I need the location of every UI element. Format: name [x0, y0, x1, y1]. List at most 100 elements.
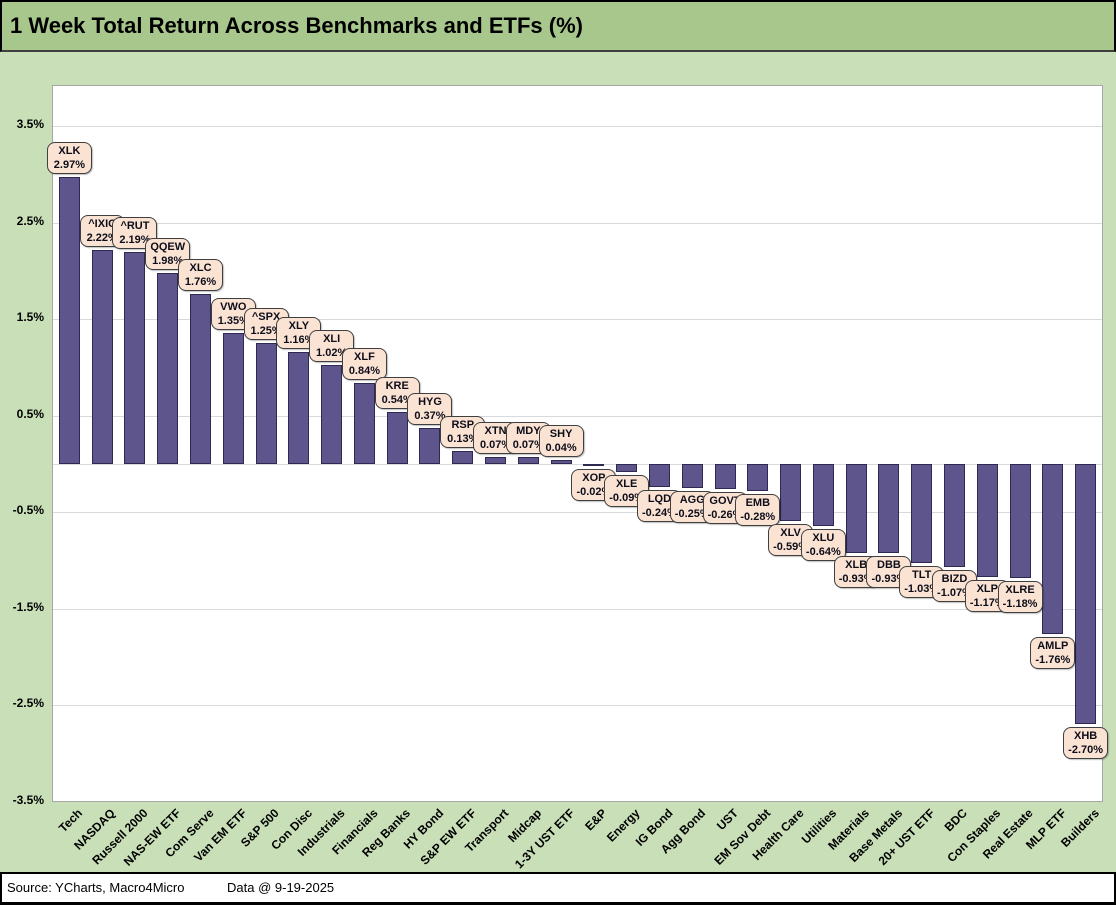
data-label-value: -0.64%: [805, 545, 841, 558]
bar: [1009, 463, 1031, 578]
data-label-box: AMLP -1.76%: [1030, 636, 1076, 669]
data-label-ticker: XLK: [58, 145, 81, 158]
data-label-ticker: XLI: [323, 333, 341, 346]
source-text: Source: YCharts, Macro4Micro: [7, 880, 185, 895]
bar: [648, 463, 670, 487]
data-label-box: EMB -0.28%: [735, 493, 781, 526]
data-label-ticker: LQD: [647, 492, 672, 505]
bar: [485, 456, 507, 464]
gridline: [53, 608, 1102, 610]
data-label-ticker: DBB: [877, 559, 901, 572]
bar: [616, 463, 638, 473]
data-label-ticker: EMB: [745, 496, 771, 509]
data-label-ticker: XHB: [1073, 730, 1098, 743]
bar: [812, 463, 834, 526]
data-label-value: 1.16%: [283, 333, 315, 346]
data-label-value: 1.98%: [152, 254, 184, 267]
bar: [419, 428, 441, 464]
data-label-box: XLF 0.84%: [341, 347, 387, 380]
x-axis-label: Tech: [56, 806, 86, 836]
data-label-ticker: XLRE: [1005, 583, 1035, 596]
x-axis-label: UST: [714, 806, 741, 833]
bar: [190, 293, 212, 464]
chart-title-band: 1 Week Total Return Across Benchmarks an…: [0, 0, 1116, 52]
data-label-value: 0.04%: [545, 441, 577, 454]
bar: [583, 463, 605, 466]
chart-title: 1 Week Total Return Across Benchmarks an…: [10, 13, 583, 38]
data-label-value: -1.07%: [937, 587, 972, 599]
data-label-value: -0.09%: [609, 492, 645, 505]
data-label-value: -2.70%: [1068, 744, 1104, 757]
data-label-value: -0.24%: [642, 506, 677, 519]
data-label-ticker: XOP: [582, 471, 606, 484]
data-label-ticker: VWO: [220, 301, 247, 314]
data-label-ticker: ^IXIC: [88, 217, 117, 230]
data-label-ticker: XLB: [845, 559, 868, 572]
data-label-value: 0.84%: [348, 364, 381, 377]
x-axis-label: BDC: [942, 806, 971, 835]
bar: [1075, 463, 1097, 725]
data-label-value: -0.26%: [707, 508, 743, 521]
data-label-value: -1.76%: [1035, 653, 1071, 666]
gridline: [53, 319, 1102, 320]
data-label-value: -0.28%: [740, 510, 776, 523]
data-label-ticker: XLV: [780, 526, 801, 539]
data-label-box: XLC 1.76%: [178, 258, 224, 291]
bar: [1042, 463, 1064, 634]
bar: [747, 463, 769, 491]
data-label-ticker: TLT: [912, 569, 932, 582]
data-label-value: -1.17%: [969, 596, 1005, 609]
bar: [255, 343, 277, 464]
gridline: [53, 512, 1102, 513]
bar: [780, 463, 802, 521]
y-axis-tick: 0.5%: [16, 406, 44, 421]
data-label-value: -0.02%: [576, 485, 612, 498]
y-axis-tick: -3.5%: [12, 792, 44, 807]
zero-axis-line: [53, 463, 1102, 465]
data-label-ticker: HYG: [418, 396, 442, 409]
data-label-ticker: XLC: [189, 261, 212, 274]
data-label-ticker: XLE: [615, 478, 638, 491]
bar: [976, 463, 998, 577]
data-label-value: -0.25%: [674, 507, 710, 520]
footer: Source: YCharts, Macro4Micro Data @ 9-19…: [0, 872, 1116, 905]
bar: [714, 463, 736, 489]
data-label-ticker: AMLP: [1037, 639, 1069, 652]
bar: [386, 411, 408, 464]
bar: [681, 463, 703, 488]
data-label-ticker: ^SPX: [251, 311, 281, 324]
bar: [288, 351, 310, 464]
data-label-box: KRE 0.54%: [374, 376, 420, 409]
bar: [452, 451, 474, 464]
bar: [58, 177, 80, 464]
bar: [943, 463, 965, 567]
bar: [353, 382, 375, 464]
data-label-value: -0.59%: [773, 540, 808, 553]
bar: [878, 463, 900, 554]
bar: [550, 459, 572, 464]
data-label-value: 1.02%: [316, 347, 348, 360]
data-label-box: XLRE -1.18%: [997, 580, 1043, 613]
data-label-ticker: MDY: [516, 424, 541, 437]
bar: [911, 463, 933, 564]
gridline: [53, 705, 1102, 706]
data-label-ticker: RSP: [451, 419, 475, 432]
data-label-box: SHY 0.04%: [538, 424, 584, 457]
bar: [321, 365, 343, 464]
data-label-value: 2.22%: [86, 231, 118, 244]
data-label-value: 0.13%: [447, 433, 479, 446]
bar: [517, 456, 539, 464]
data-label-value: 1.35%: [217, 315, 249, 328]
data-label-ticker: XLY: [288, 319, 310, 332]
y-axis-tick: -2.5%: [12, 696, 44, 710]
data-label-box: XLK 2.97%: [46, 142, 92, 175]
data-label-box: XHB -2.70%: [1063, 727, 1109, 760]
x-axis-label: E&P: [582, 806, 610, 834]
data-label-ticker: XTN: [484, 424, 507, 437]
data-label-value: 0.07%: [479, 438, 512, 451]
bar: [91, 249, 113, 464]
data-label-value: 1.25%: [250, 325, 282, 338]
data-label-value: 2.97%: [53, 159, 85, 172]
data-label-box: QQEW 1.98%: [145, 237, 191, 270]
